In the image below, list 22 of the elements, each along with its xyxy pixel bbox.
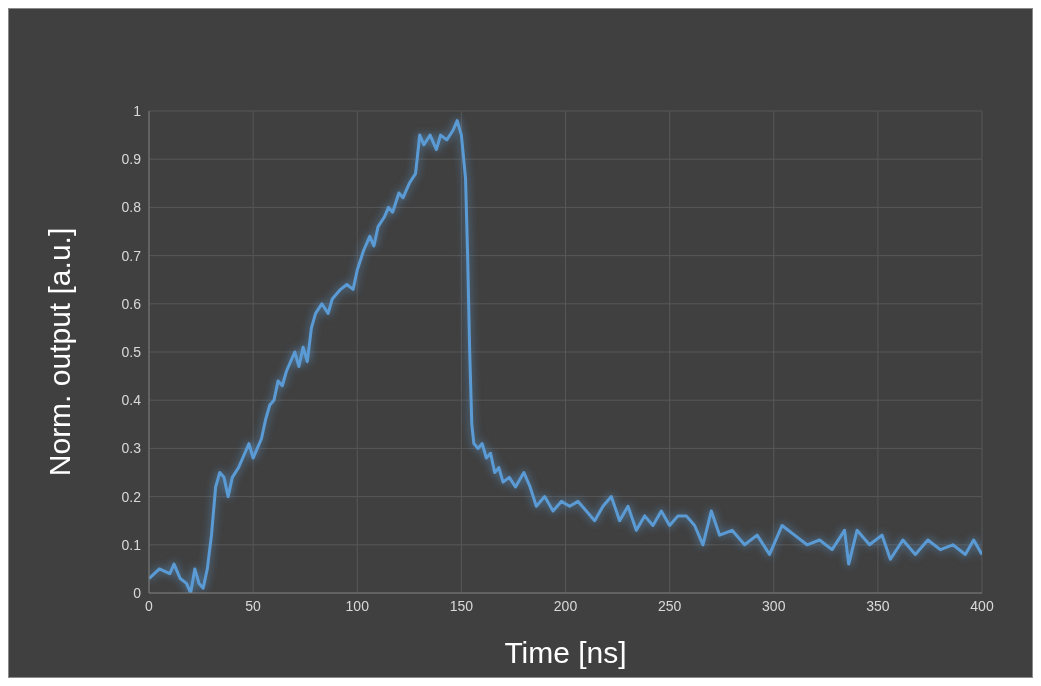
y-tick-label: 1 xyxy=(133,102,142,119)
x-tick-label: 0 xyxy=(145,597,154,614)
y-tick-label: 0.7 xyxy=(121,247,142,264)
x-tick-label: 150 xyxy=(449,597,474,614)
x-tick-label: 400 xyxy=(970,597,994,614)
x-tick-label: 200 xyxy=(553,597,578,614)
y-tick-label: 0.1 xyxy=(121,536,142,553)
y-tick-label: 0.6 xyxy=(121,295,142,312)
y-axis-title: Norm. output [a.u.] xyxy=(42,227,76,477)
x-tick-label: 250 xyxy=(657,597,682,614)
x-tick-label: 50 xyxy=(245,597,262,614)
y-tick-label: 0.9 xyxy=(121,151,142,168)
y-tick-label: 0.3 xyxy=(121,440,142,457)
x-axis-title: Time [ns] xyxy=(504,636,627,669)
y-tick-label: 0.4 xyxy=(121,392,142,409)
y-tick-label: 0.8 xyxy=(121,199,142,216)
y-tick-label: 0.2 xyxy=(121,488,142,505)
y-tick-label: 0 xyxy=(133,584,142,601)
x-tick-label: 300 xyxy=(762,597,786,614)
x-tick-label: 350 xyxy=(866,597,890,614)
x-tick-label: 100 xyxy=(345,597,370,614)
y-tick-label: 0.5 xyxy=(121,343,142,360)
